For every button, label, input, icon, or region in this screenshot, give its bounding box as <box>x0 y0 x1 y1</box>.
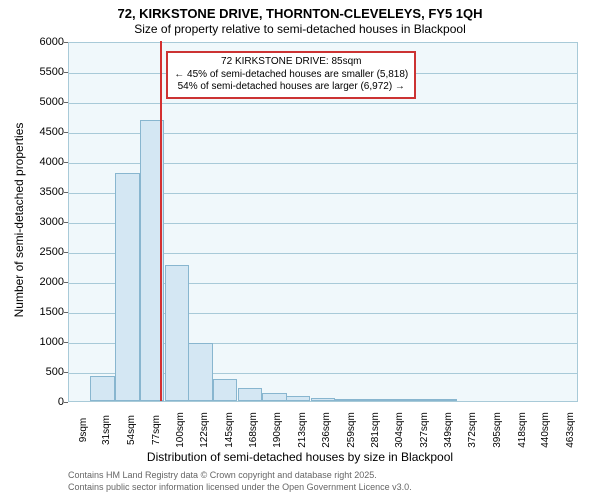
y-tick-mark <box>64 372 68 373</box>
y-tick-label: 1500 <box>16 306 64 318</box>
credit-line1: Contains HM Land Registry data © Crown c… <box>68 470 377 480</box>
y-tick-label: 1000 <box>16 336 64 348</box>
y-tick-label: 4000 <box>16 156 64 168</box>
title-line1: 72, KIRKSTONE DRIVE, THORNTON-CLEVELEYS,… <box>0 6 600 21</box>
y-tick-mark <box>64 132 68 133</box>
gridline <box>69 103 577 104</box>
histogram-plot-area: 72 KIRKSTONE DRIVE: 85sqm← 45% of semi-d… <box>68 42 578 402</box>
x-tick-label: 259sqm <box>346 412 357 448</box>
x-tick-label: 213sqm <box>297 412 308 448</box>
y-tick-label: 0 <box>16 396 64 408</box>
histogram-bar <box>238 388 262 401</box>
y-tick-label: 6000 <box>16 36 64 48</box>
y-tick-mark <box>64 342 68 343</box>
x-tick-label: 327sqm <box>419 412 430 448</box>
y-tick-mark <box>64 312 68 313</box>
x-tick-label: 31sqm <box>101 415 112 445</box>
histogram-bar <box>335 399 359 401</box>
y-tick-label: 2000 <box>16 276 64 288</box>
x-tick-label: 190sqm <box>272 412 283 448</box>
x-tick-label: 304sqm <box>394 412 405 448</box>
x-tick-label: 236sqm <box>321 412 332 448</box>
y-tick-label: 2500 <box>16 246 64 258</box>
x-tick-label: 463sqm <box>565 412 576 448</box>
y-tick-mark <box>64 222 68 223</box>
annotation-line: 72 KIRKSTONE DRIVE: 85sqm <box>174 56 408 69</box>
histogram-bar <box>384 399 408 401</box>
y-tick-mark <box>64 282 68 283</box>
title-line2: Size of property relative to semi-detach… <box>0 22 600 36</box>
histogram-bar <box>433 399 457 401</box>
x-tick-label: 168sqm <box>248 412 259 448</box>
reference-line <box>160 41 162 401</box>
x-tick-label: 395sqm <box>492 412 503 448</box>
x-tick-label: 122sqm <box>199 412 210 448</box>
x-tick-label: 281sqm <box>370 412 381 448</box>
y-tick-label: 5500 <box>16 66 64 78</box>
x-tick-label: 54sqm <box>126 415 137 445</box>
y-tick-mark <box>64 252 68 253</box>
y-tick-label: 500 <box>16 366 64 378</box>
histogram-bar <box>188 343 212 401</box>
x-tick-label: 77sqm <box>151 415 162 445</box>
histogram-bar <box>286 396 310 401</box>
histogram-bar <box>115 173 139 401</box>
x-tick-label: 100sqm <box>175 412 186 448</box>
y-tick-mark <box>64 102 68 103</box>
x-axis-label: Distribution of semi-detached houses by … <box>0 450 600 464</box>
x-tick-label: 372sqm <box>467 412 478 448</box>
x-tick-label: 418sqm <box>517 412 528 448</box>
y-tick-label: 3000 <box>16 216 64 228</box>
y-tick-mark <box>64 162 68 163</box>
y-tick-label: 3500 <box>16 186 64 198</box>
y-tick-label: 4500 <box>16 126 64 138</box>
credit-line2: Contains public sector information licen… <box>68 482 412 492</box>
histogram-bar <box>213 379 237 401</box>
annotation-line: 54% of semi-detached houses are larger (… <box>174 81 408 94</box>
histogram-bar <box>408 399 432 401</box>
histogram-bar <box>262 393 286 401</box>
x-tick-label: 349sqm <box>443 412 454 448</box>
histogram-bar <box>165 265 189 401</box>
y-tick-mark <box>64 192 68 193</box>
y-tick-mark <box>64 402 68 403</box>
histogram-bar <box>360 399 384 401</box>
histogram-bar <box>311 398 335 401</box>
histogram-bar <box>90 376 114 401</box>
y-tick-mark <box>64 42 68 43</box>
x-tick-label: 145sqm <box>224 412 235 448</box>
x-tick-label: 9sqm <box>78 418 89 442</box>
annotation-box: 72 KIRKSTONE DRIVE: 85sqm← 45% of semi-d… <box>166 51 416 99</box>
annotation-line: ← 45% of semi-detached houses are smalle… <box>174 69 408 82</box>
y-tick-mark <box>64 72 68 73</box>
y-tick-label: 5000 <box>16 96 64 108</box>
x-tick-label: 440sqm <box>540 412 551 448</box>
